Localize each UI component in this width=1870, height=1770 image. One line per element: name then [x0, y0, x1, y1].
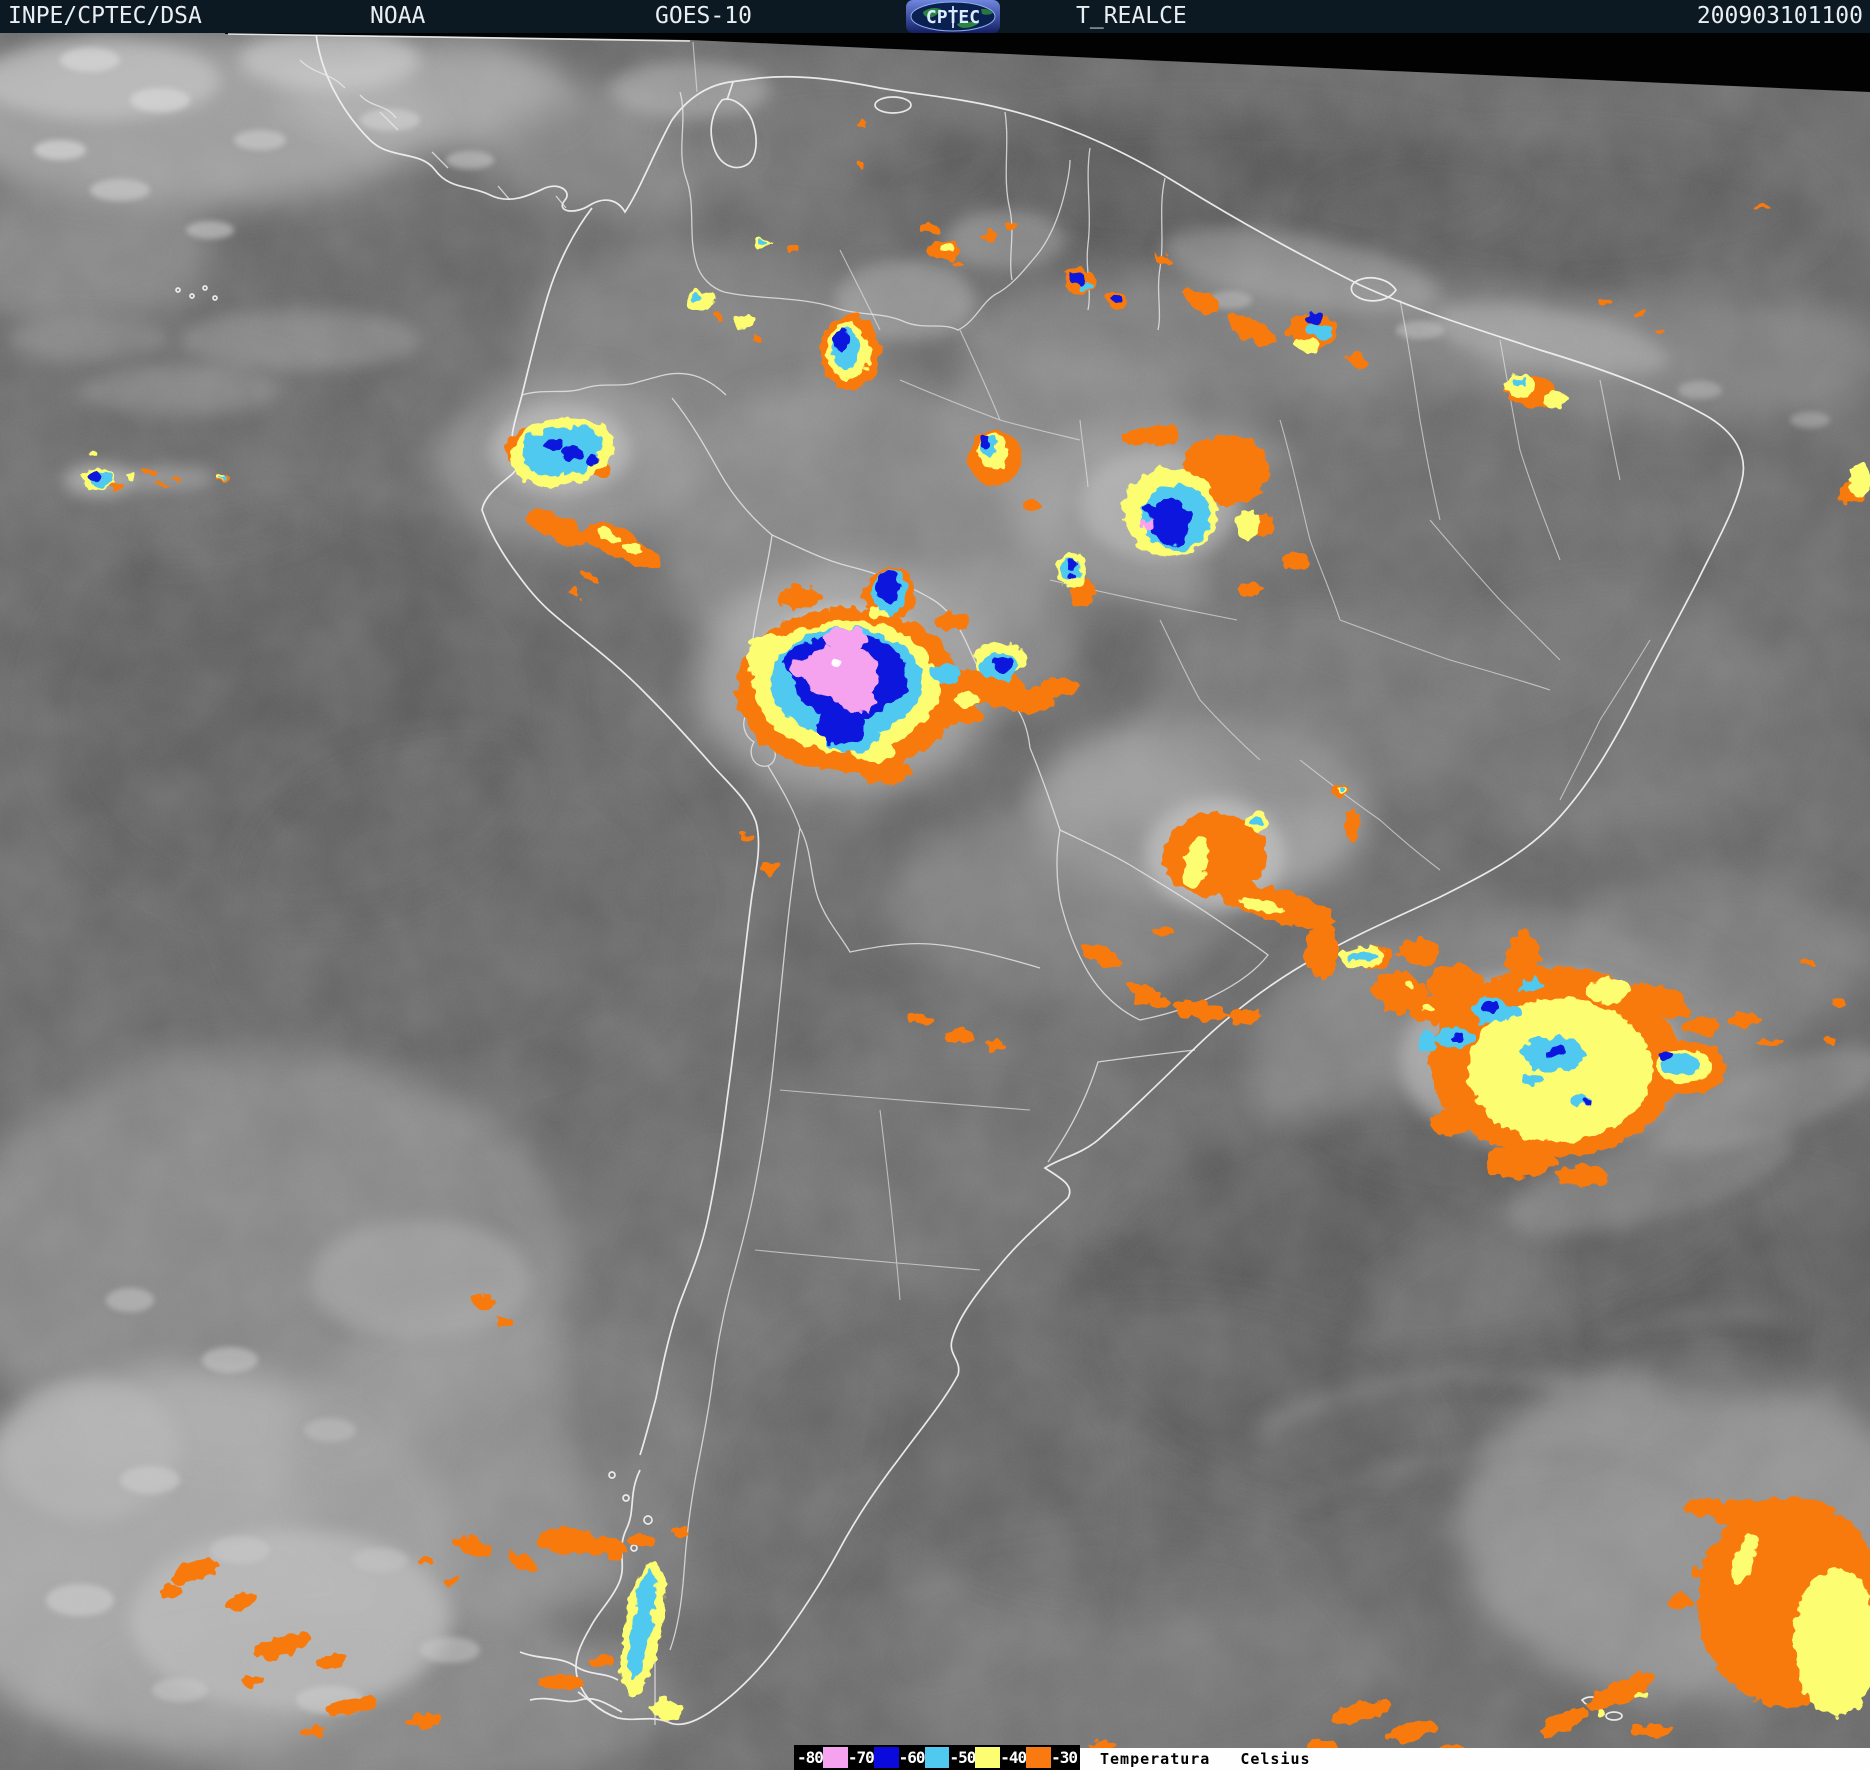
- product-label: T_REALCE: [1076, 3, 1187, 29]
- legend-unit: Celsius: [1240, 1750, 1311, 1768]
- texture-grain: [0, 33, 1870, 1770]
- org-label: NOAA: [370, 3, 426, 29]
- legend-label: -40: [1000, 1748, 1027, 1767]
- legend-bar: -80 -70 -60 -50 -40 -30: [794, 1745, 1080, 1770]
- overshoot-top-dot: [832, 661, 840, 667]
- legend-swatch: [924, 1747, 950, 1768]
- satellite-label: GOES-10: [655, 3, 752, 29]
- scan-edge-wedge: [225, 33, 1870, 92]
- legend-swatch: [873, 1747, 899, 1768]
- legend-label: -30: [1051, 1748, 1078, 1767]
- state-borders: [754, 249, 1651, 1301]
- legend-swatch: [1026, 1747, 1052, 1768]
- legend-swatch: [975, 1747, 1001, 1768]
- legend-label: -80: [797, 1748, 824, 1767]
- legend-swatch: [822, 1747, 848, 1768]
- timestamp-label: 200903101100: [1696, 3, 1863, 29]
- legend-footer: Temperatura Celsius: [1080, 1748, 1870, 1770]
- agency-label: INPE/CPTEC/DSA: [8, 3, 202, 29]
- legend-label: -50: [949, 1748, 976, 1767]
- scan-edge-line: [227, 33, 691, 42]
- header-bar: INPE/CPTEC/DSA NOAA GOES-10 CPTEC T_REAL…: [0, 0, 1870, 33]
- scan-edge-tick: [692, 41, 698, 93]
- cells-pink: [791, 518, 1154, 713]
- legend-label: -60: [898, 1748, 926, 1767]
- legend-label: -70: [847, 1748, 875, 1767]
- cptec-logo-icon: CPTEC: [905, 0, 1001, 33]
- legend-title: Temperatura: [1100, 1750, 1211, 1768]
- convective-cells: [81, 116, 1870, 1759]
